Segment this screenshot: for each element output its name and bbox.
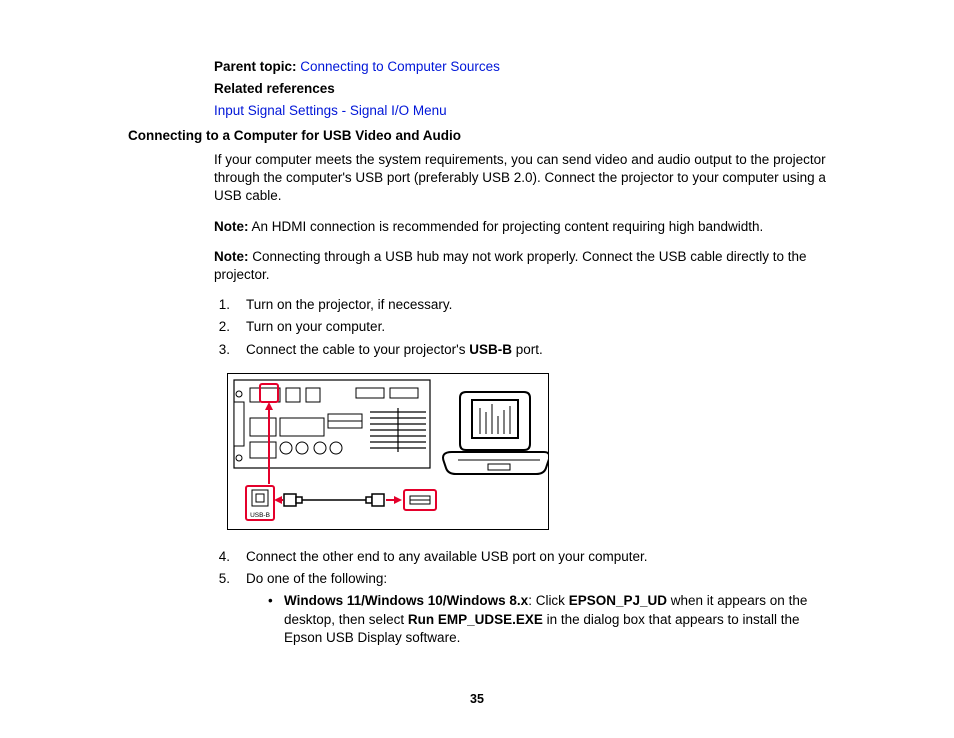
note-1: Note: An HDMI connection is recommended … [214, 218, 834, 236]
step-item: 2. Turn on your computer. [214, 318, 834, 336]
step-text: Turn on the projector, if necessary. [246, 296, 452, 314]
note-label: Note: [214, 249, 249, 264]
parent-topic-link[interactable]: Connecting to Computer Sources [300, 59, 500, 74]
note-text: An HDMI connection is recommended for pr… [249, 219, 764, 234]
step-prefix: Connect the cable to your projector's [246, 342, 469, 357]
parent-topic-label: Parent topic: [214, 59, 297, 74]
note-2: Note: Connecting through a USB hub may n… [214, 248, 834, 284]
step-number: 1. [214, 296, 230, 314]
body-block: If your computer meets the system requir… [214, 151, 834, 647]
related-references-label: Related references [214, 80, 834, 98]
bullet-bold: EPSON_PJ_UD [569, 593, 667, 608]
related-references-link[interactable]: Input Signal Settings - Signal I/O Menu [214, 102, 834, 120]
bullet-span: : Click [528, 593, 569, 608]
step-bold: USB-B [469, 342, 512, 357]
sub-bullet: • Windows 11/Windows 10/Windows 8.x: Cli… [268, 592, 834, 647]
diagram-svg: USB-B [228, 374, 548, 529]
bullet-bold: Windows 11/Windows 10/Windows 8.x [284, 593, 528, 608]
step-number: 4. [214, 548, 230, 566]
step-body: Do one of the following: • Windows 11/Wi… [246, 570, 834, 647]
step-item: 1. Turn on the projector, if necessary. [214, 296, 834, 314]
section-heading: Connecting to a Computer for USB Video a… [128, 127, 834, 145]
bullet-bold: Run EMP_UDSE.EXE [408, 612, 543, 627]
step-text: Do one of the following: [246, 570, 834, 588]
step-item: 3. Connect the cable to your projector's… [214, 341, 834, 359]
step-number: 3. [214, 341, 230, 359]
bullet-marker: • [268, 592, 274, 647]
intro-paragraph: If your computer meets the system requir… [214, 151, 834, 206]
step-text: Connect the cable to your projector's US… [246, 341, 543, 359]
step-number: 2. [214, 318, 230, 336]
page-number: 35 [0, 691, 954, 708]
note-text: Connecting through a USB hub may not wor… [214, 249, 807, 282]
note-label: Note: [214, 219, 249, 234]
step-text: Connect the other end to any available U… [246, 548, 648, 566]
parent-topic-row: Parent topic: Connecting to Computer Sou… [214, 58, 834, 76]
step-item: 4. Connect the other end to any availabl… [214, 548, 834, 566]
steps-list-top: 1. Turn on the projector, if necessary. … [214, 296, 834, 359]
steps-list-bottom: 4. Connect the other end to any availabl… [214, 548, 834, 647]
step-text: Turn on your computer. [246, 318, 385, 336]
usb-b-label: USB-B [250, 512, 270, 519]
header-block: Parent topic: Connecting to Computer Sou… [214, 58, 834, 121]
step-number: 5. [214, 570, 230, 647]
step-item: 5. Do one of the following: • Windows 11… [214, 570, 834, 647]
document-page: Parent topic: Connecting to Computer Sou… [0, 0, 954, 738]
bullet-text: Windows 11/Windows 10/Windows 8.x: Click… [284, 592, 834, 647]
connection-diagram: USB-B [227, 373, 549, 530]
step-suffix: port. [512, 342, 543, 357]
